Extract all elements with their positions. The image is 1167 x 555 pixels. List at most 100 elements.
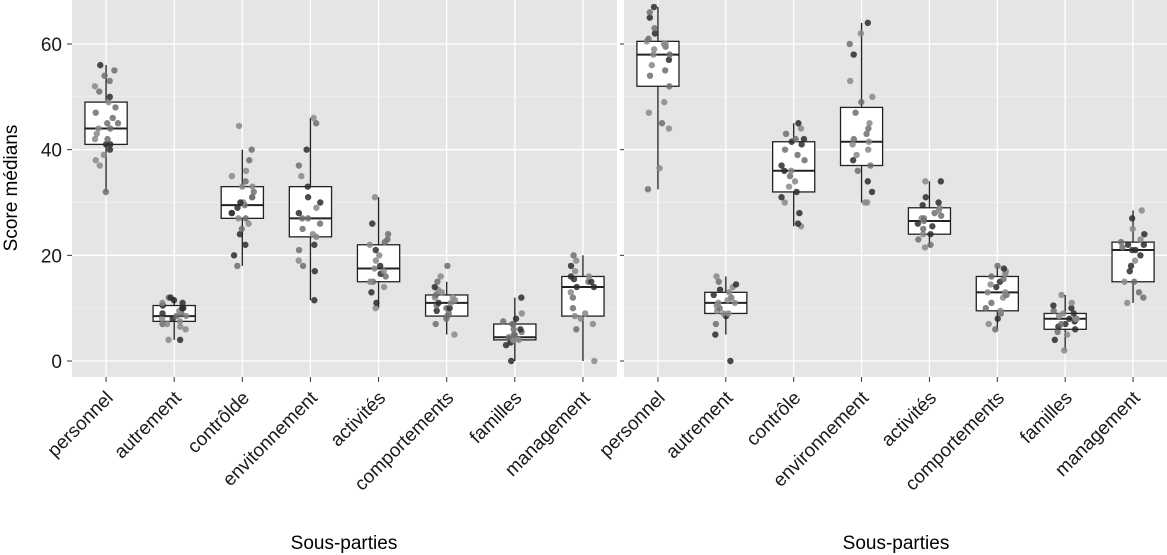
data-point [1000,265,1008,272]
data-point [111,67,118,74]
data-point [437,273,444,280]
data-point [1128,215,1136,222]
data-point [304,183,311,190]
data-point [800,135,808,143]
data-point [914,220,922,227]
data-point [179,304,186,312]
data-point [650,51,657,58]
data-point [569,294,577,301]
data-point [95,125,102,132]
data-point [93,130,100,138]
data-point [230,252,238,259]
x-tick-label: autrement [110,387,186,463]
data-point [645,109,653,116]
data-point [1131,257,1139,264]
data-point [1066,315,1073,322]
data-point [786,172,794,180]
data-point [238,225,245,233]
data-point [573,257,580,264]
data-point [794,151,801,159]
data-point [505,334,513,341]
data-point [781,146,789,153]
data-point [919,231,927,238]
data-point [295,246,303,254]
data-point [104,135,111,143]
data-point [510,320,517,328]
data-point [1127,262,1135,270]
data-point [727,357,734,365]
data-point [994,262,1001,270]
data-point [112,104,119,111]
data-point [922,194,929,201]
data-point [1050,302,1057,309]
data-point [869,93,876,101]
data-point [435,299,442,307]
data-point [237,199,244,206]
data-point [92,157,99,164]
data-point [994,315,1001,322]
data-point [228,172,236,180]
data-point [234,262,241,270]
y-tick-label: 0 [51,352,62,373]
data-point [665,125,673,132]
data-point [96,88,103,95]
data-point [384,236,391,243]
data-point [865,146,872,153]
data-point [712,320,720,328]
data-point [242,167,250,174]
data-point [104,120,111,127]
data-point [1071,315,1079,322]
data-point [114,120,122,127]
data-point [432,291,440,299]
data-point [159,320,166,328]
data-point [102,188,110,196]
data-point [725,310,732,317]
data-point [165,336,172,344]
data-point [368,289,375,296]
data-point [372,257,380,264]
data-point [866,120,873,127]
data-point [1132,246,1139,254]
data-point [778,162,785,169]
data-point [444,262,451,270]
data-point [651,30,659,37]
data-point [712,331,719,338]
data-point [984,289,991,296]
data-point [1058,291,1065,299]
data-point [853,151,860,159]
data-point [797,125,805,132]
y-tick-label: 20 [41,246,62,267]
data-point [164,320,171,328]
data-point [107,141,114,148]
data-point [648,61,656,69]
data-point [778,194,785,201]
data-point [731,299,739,307]
data-point [863,130,870,138]
data-point [1060,310,1067,317]
data-point [311,297,318,304]
data-point [372,304,379,312]
data-point [249,194,256,201]
data-point [1000,275,1007,283]
data-point [1141,231,1148,238]
data-point [665,56,673,64]
data-point [922,178,929,185]
data-point [1140,294,1147,301]
data-point [242,215,249,222]
data-point [791,178,799,185]
data-point [91,83,99,90]
data-point [371,265,378,272]
data-point [850,135,858,143]
data-point [248,146,255,153]
data-point [373,299,380,307]
data-point [988,273,995,280]
data-point [1117,238,1125,246]
y-axis-title: Score médians [1,125,22,252]
data-point [921,244,929,251]
data-point [585,273,593,280]
data-point [1054,328,1061,336]
data-point [656,164,663,172]
data-point [382,273,389,280]
data-point [650,46,658,53]
data-point [431,283,438,291]
